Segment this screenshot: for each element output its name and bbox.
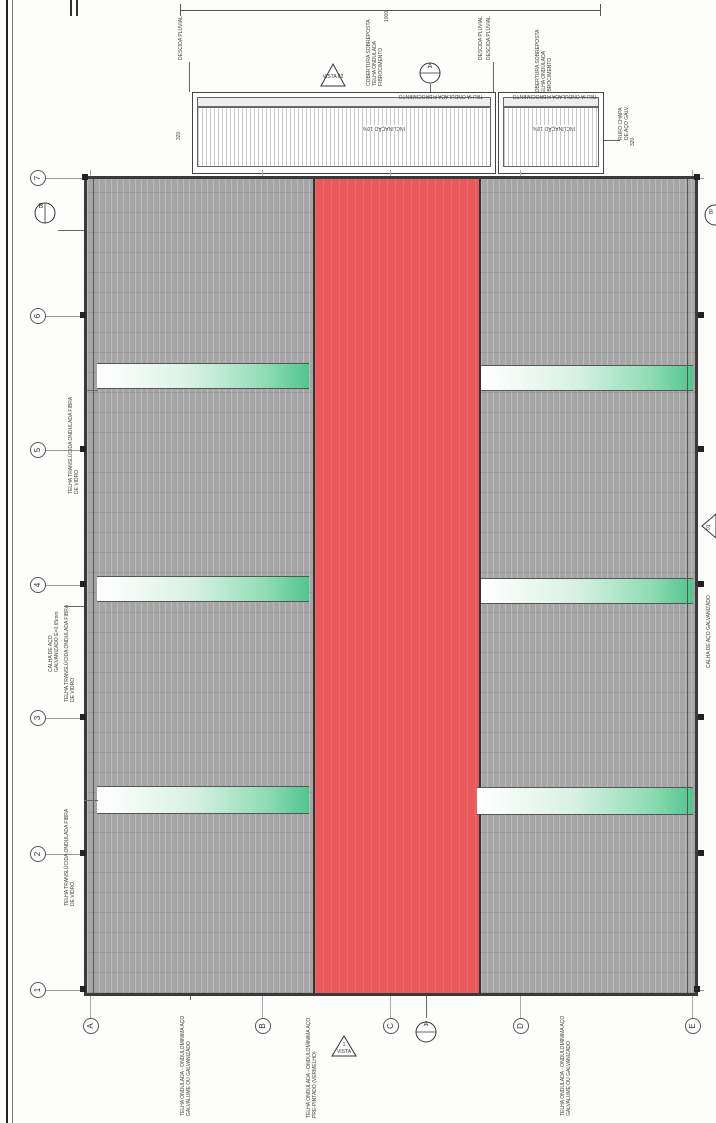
pin-r1-right — [694, 986, 700, 992]
col-marker-a: A — [83, 1018, 99, 1034]
canopy-right-slope: INCLINAÇÃO 10% — [533, 125, 575, 131]
gutter-right — [687, 179, 688, 993]
label-320-side: 320 — [630, 137, 636, 146]
canopy-right-hatch — [503, 107, 599, 167]
pin-r1-left — [80, 986, 86, 992]
col-marker-d: D — [513, 1018, 529, 1034]
row-marker-1: 1 — [30, 982, 46, 998]
annotation-calha-right: CALHA DE AÇO GALVANIZADO — [706, 595, 712, 668]
label-rufo: RUFO CHAPA DE AÇO GALV. — [618, 105, 630, 140]
vista-01-bottom-triangle — [331, 1035, 357, 1057]
translucent-strip-right-3 — [477, 787, 693, 815]
dimension-tick-left — [180, 4, 181, 16]
dimension-tick-right — [600, 4, 601, 16]
pin-r4-right — [698, 581, 704, 587]
row-marker-7: 7 — [30, 170, 46, 186]
translucent-strip-left-1 — [97, 363, 309, 389]
leader-rufo — [604, 140, 620, 141]
annotation-bottom-mid: TELHA ONDULADA - ONDULOMINIMA AÇO PRE-PI… — [306, 1017, 318, 1118]
pin-r2-left — [80, 850, 86, 856]
canopy-right: TELHA ONDULADA FIBROCIMENTO INCLINAÇÃO 1… — [498, 92, 604, 174]
label-descida-2: DESCIDA PLUVIAL — [478, 16, 484, 60]
annotation-telha-translucida-3: TELHA TRANSLÚCIDA ONDULADA FIBRA DE VIDR… — [64, 809, 76, 906]
pin-r4-left — [80, 581, 86, 587]
label-descida-1: DESCIDA PLUVIAL — [178, 16, 184, 60]
leader-telha-translucida-1 — [86, 390, 98, 391]
col-marker-b: B — [255, 1018, 271, 1034]
canopy-left-slope: INCLINAÇÃO 10% — [363, 125, 405, 131]
translucent-strip-left-2 — [97, 576, 309, 602]
section-a-bottom-leader — [426, 996, 427, 1018]
label-cobertura-2: COBERTURA SOBREPOSTA TELHA ONDULADA FIBR… — [535, 29, 553, 96]
canopy-left-hatch — [197, 107, 491, 167]
leader-bottom-left — [190, 996, 191, 1000]
roof-plan — [84, 176, 698, 996]
pin-r6-left — [80, 312, 86, 318]
section-b-right-marker — [704, 204, 716, 226]
leader-descida-2 — [493, 62, 494, 92]
translucent-strip-left-3 — [97, 786, 309, 814]
corner-mark — [70, 0, 72, 16]
gutter-left — [93, 179, 94, 993]
roof-panel-center-red — [315, 179, 481, 993]
row-marker-2: 2 — [30, 846, 46, 862]
leader-descida-1 — [189, 62, 190, 92]
annotation-bottom-left: TELHA ONDULADA - ONDULOMINIMA AÇO GALVAL… — [180, 1015, 192, 1116]
section-a-top-leader — [430, 84, 431, 98]
section-b-right-label: B — [708, 210, 713, 216]
section-a-bottom-marker — [415, 1021, 437, 1043]
canopy-left: TELHA ONDULADA FIBROCIMENTO INCLINAÇÃO 1… — [192, 92, 496, 174]
annotation-telha-translucida-1: TELHA TRANSLÚCIDA ONDULADA FIBRA DE VIDR… — [68, 397, 80, 494]
label-cobertura-1: COBERTURA SOBREPOSTA TELHA ONDULADA FIBR… — [366, 19, 384, 86]
canopy-right-text: TELHA ONDULADA FIBROCIMENTO — [512, 93, 597, 99]
section-a-top-label: A — [427, 63, 433, 70]
pin-r7-left — [82, 174, 88, 180]
section-b-left-marker — [34, 202, 56, 224]
canopy-left-header — [197, 97, 491, 107]
row-marker-3: 3 — [30, 710, 46, 726]
row-marker-6: 6 — [30, 308, 46, 324]
dimension-top-text: 1000 — [384, 10, 390, 22]
leader-telha-translucida-3 — [84, 800, 98, 801]
translucent-strip-right-2 — [481, 578, 693, 604]
pin-r5-right — [698, 446, 704, 452]
canopy-dimension: 320 — [176, 131, 182, 140]
vista-02-label: VISTA 02 — [322, 74, 344, 80]
translucent-strip-right-1 — [481, 365, 693, 391]
leader-calha — [64, 606, 84, 607]
col-marker-e: E — [685, 1018, 701, 1034]
row-marker-5: 5 — [30, 442, 46, 458]
vista-bottom-num: 1 — [342, 1042, 346, 1048]
section-a-top-marker — [419, 62, 441, 84]
pin-r3-right — [698, 714, 704, 720]
sheet-border-left-inner — [12, 0, 13, 1123]
vista-01-label: 01 — [706, 524, 712, 530]
annotation-calha: CALHA DE AÇO GALVANIZADO E=0,65mm — [48, 611, 60, 672]
label-descida-3: DESCIDA PLUVIAL — [486, 16, 492, 60]
pin-r7-right — [694, 174, 700, 180]
annotation-telha-translucida-2: TELHA TRANSLÚCIDA ONDULADA FIBRA DE VIDR… — [64, 605, 76, 702]
corner-mark-2 — [76, 0, 78, 16]
section-b-left-label: B — [38, 203, 44, 210]
section-b-left-leader — [58, 230, 92, 231]
row-marker-4: 4 — [30, 577, 46, 593]
canopy-left-text: TELHA ONDULADA FIBROCIMENTO — [398, 93, 483, 99]
pin-r5-left — [80, 446, 86, 452]
dimension-line-top — [180, 10, 600, 11]
section-a-bottom-label: A — [423, 1021, 429, 1028]
vista-bottom-text: VISTA — [336, 1049, 352, 1055]
col-marker-c: C — [383, 1018, 399, 1034]
canopy-right-header — [503, 97, 599, 107]
pin-r6-right — [698, 312, 704, 318]
pin-r3-left — [80, 714, 86, 720]
vista-02-triangle — [320, 62, 346, 87]
annotation-bottom-right: TELHA ONDULADA - ONDULOMINIMA AÇO GALVAL… — [560, 1015, 572, 1116]
sheet-border-left — [6, 0, 8, 1123]
pin-r2-right — [698, 850, 704, 856]
vista-01-triangle — [701, 513, 716, 539]
